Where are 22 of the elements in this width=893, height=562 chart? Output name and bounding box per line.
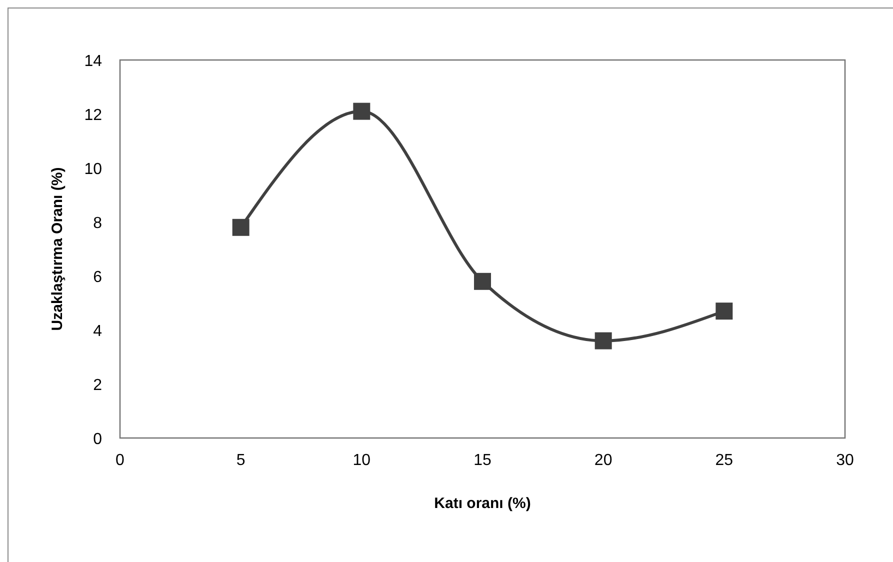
y-tick-label: 4 [93,323,102,340]
y-tick-label: 8 [93,215,102,232]
point [474,272,491,290]
y-axis-title: Uzaklaştırma Oranı (%) [49,167,66,331]
y-tick-label: 12 [84,107,102,124]
x-tick-label: 5 [236,452,246,469]
x-tick-label: 30 [836,452,854,469]
x-tick-label: 15 [474,452,492,469]
x-tick-label: 25 [715,452,734,469]
y-tick-label: 6 [93,269,102,286]
y-tick-label: 10 [84,161,102,178]
point [594,332,612,350]
y-tick-label: 2 [93,377,102,394]
point [232,218,250,236]
x-axis-title: Katı oranı (%) [434,495,531,512]
point [353,102,370,120]
x-tick-label: 10 [352,452,371,469]
point [716,302,733,320]
x-tick-label: 0 [116,452,125,469]
y-tick-label: 14 [84,53,102,70]
x-tick-label: 20 [594,452,612,469]
y-tick-label: 0 [93,431,102,448]
